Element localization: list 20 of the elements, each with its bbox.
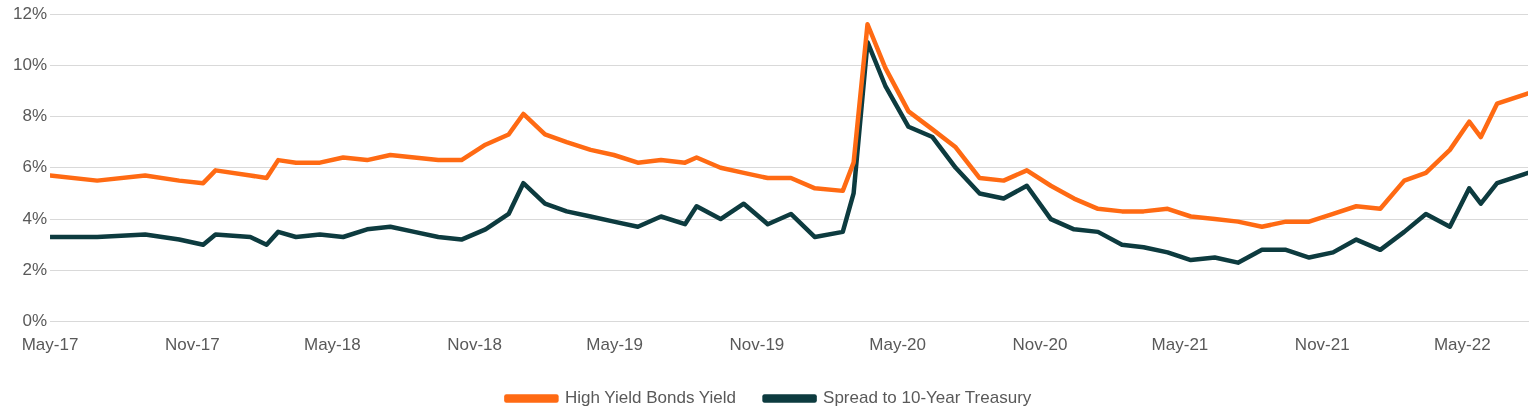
- y-tick-label: 4%: [22, 208, 48, 228]
- x-tick-label: May-20: [869, 335, 927, 355]
- y-tick-label: 0%: [22, 311, 48, 331]
- x-tick-label: Nov-20: [1012, 335, 1068, 355]
- y-tick-label: 8%: [22, 106, 48, 126]
- y-tick-label: 6%: [22, 157, 48, 177]
- x-tick-label: Nov-21: [1294, 335, 1350, 355]
- legend-label: High Yield Bonds Yield: [564, 388, 736, 408]
- legend-label: Spread to 10-Year Treasury: [823, 388, 1032, 408]
- x-tick-label: May-18: [303, 335, 361, 355]
- x-tick-label: May-22: [1433, 335, 1491, 355]
- x-tick-label: May-17: [21, 335, 79, 355]
- x-tick-label: May-19: [586, 335, 643, 355]
- y-tick-label: 10%: [12, 54, 48, 74]
- x-tick-label: Nov-19: [729, 335, 785, 355]
- y-tick-label: 12%: [12, 3, 48, 23]
- y-tick-label: 2%: [22, 260, 48, 280]
- x-tick-label: Nov-17: [164, 335, 220, 355]
- x-tick-label: Nov-18: [447, 335, 503, 355]
- x-tick-label: May-21: [1151, 335, 1209, 355]
